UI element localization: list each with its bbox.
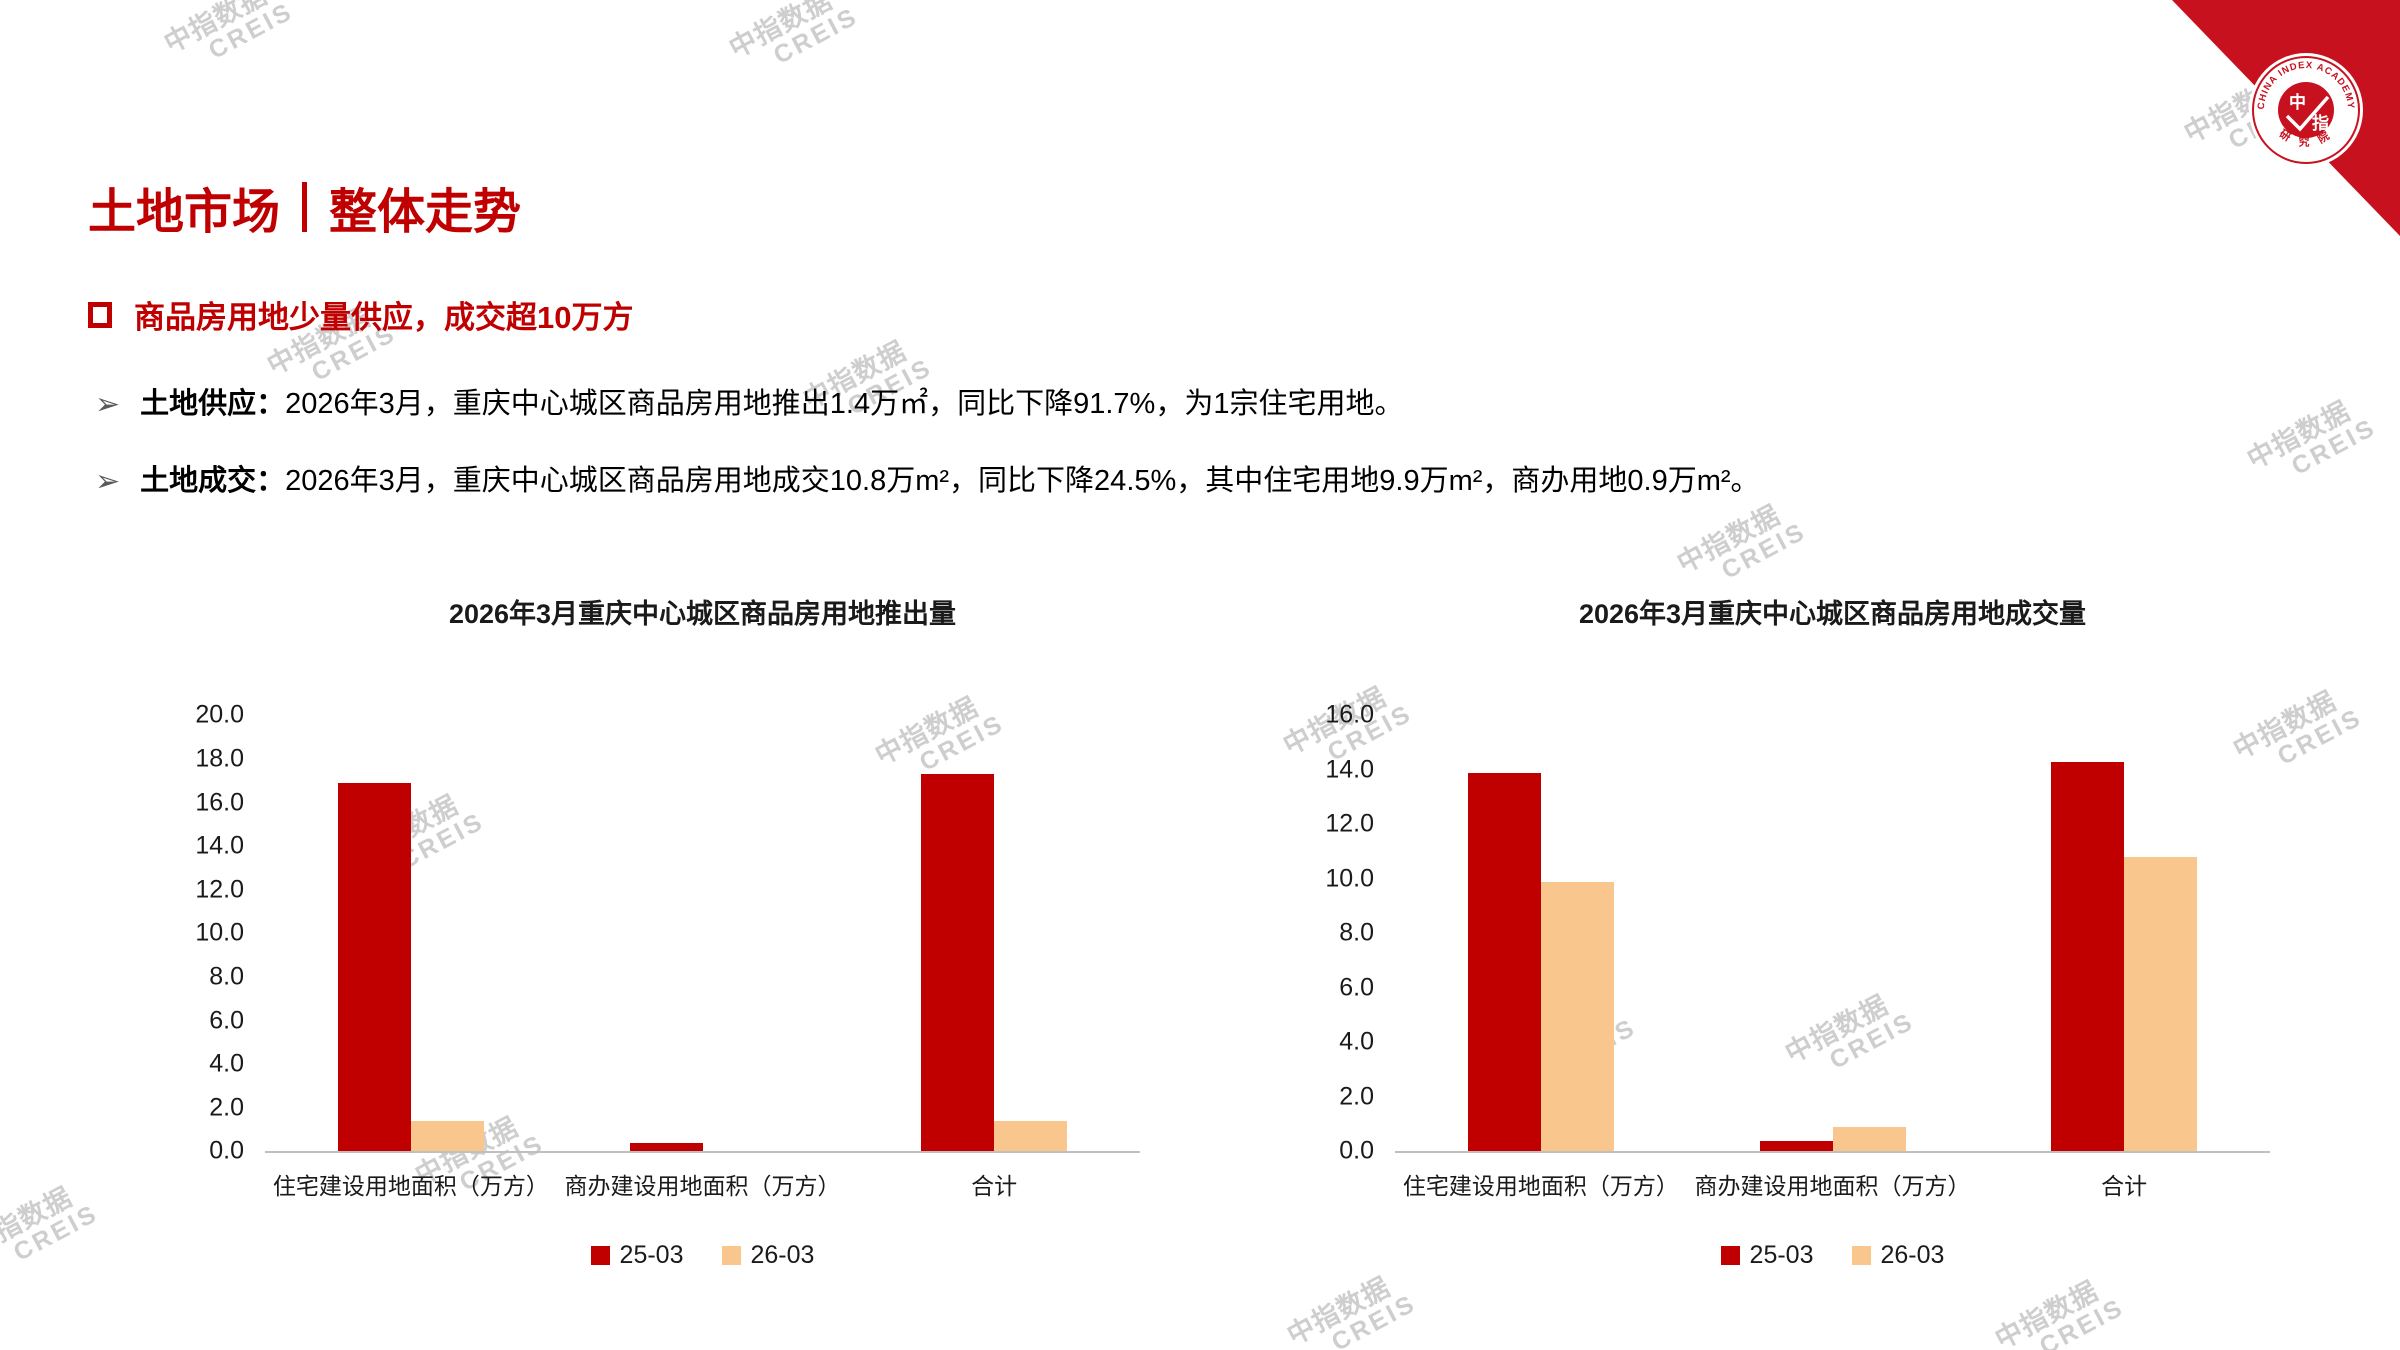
bar-26-03 xyxy=(1540,881,1614,1152)
chart-land-supply: 2026年3月重庆中心城区商品房用地推出量 0.0 2.0 4.0 6.0 8.0 10.… xyxy=(170,598,1140,1270)
legend-swatch xyxy=(1720,1246,1740,1266)
legend-label: 26-03 xyxy=(750,1241,815,1270)
bars xyxy=(1395,715,2270,1152)
legend-item: 25-03 xyxy=(590,1241,684,1270)
y-tick-label: 14.0 xyxy=(1325,755,1374,784)
y-tick-label: 16.0 xyxy=(195,788,244,817)
logo-char-zhong: 中 xyxy=(2289,92,2306,112)
bullet-text: 土地供应：2026年3月，重庆中心城区商品房用地推出1.4万㎡，同比下降91.7… xyxy=(140,386,1403,422)
legend-swatch xyxy=(721,1246,741,1266)
x-axis: 住宅建设用地面积（万方） 商办建设用地面积（万方） 合计 xyxy=(1395,1167,2270,1201)
bar-26-03 xyxy=(1832,1126,1906,1152)
bullet-text: 土地成交：2026年3月，重庆中心城区商品房用地成交10.8万m²，同比下降24… xyxy=(140,463,1759,499)
plot-area: 0.0 2.0 4.0 6.0 8.0 10.0 12.0 14.0 16.0 18.0 20.0 xyxy=(195,701,1140,1165)
page-title-left: 土地市场 xyxy=(88,186,281,240)
bar-group xyxy=(1395,715,1687,1152)
y-tick-label: 2.0 xyxy=(1339,1082,1374,1111)
x-axis: 住宅建设用地面积（万方） 商办建设用地面积（万方） 合计 xyxy=(265,1167,1140,1201)
legend-swatch xyxy=(590,1246,610,1266)
legend-label: 26-03 xyxy=(1880,1241,1945,1270)
legend-swatch xyxy=(1851,1246,1871,1266)
logo-check-mark xyxy=(2285,95,2330,132)
legend: 25-03 26-03 xyxy=(1395,1241,2270,1270)
bar-group xyxy=(848,715,1140,1152)
y-tick-label: 6.0 xyxy=(1339,973,1374,1002)
y-tick-label: 4.0 xyxy=(1339,1027,1374,1056)
corner-logo: CHINA INDEX ACADEMY 研 究 院 中 指 xyxy=(2172,0,2400,236)
y-tick-label: 8.0 xyxy=(1339,918,1374,947)
x-tick-label: 合计 xyxy=(2101,1173,2148,1200)
y-tick-label: 2.0 xyxy=(209,1093,244,1122)
bullet-body: 2026年3月，重庆中心城区商品房用地推出1.4万㎡，同比下降91.7%，为1宗… xyxy=(285,388,1404,420)
bullet-land-transaction: ➢ 土地成交：2026年3月，重庆中心城区商品房用地成交10.8万m²，同比下降… xyxy=(95,463,2335,501)
bullet-body: 2026年3月，重庆中心城区商品房用地成交10.8万m²，同比下降24.5%，其… xyxy=(285,465,1760,497)
bar-26-03 xyxy=(410,1120,484,1152)
y-tick-label: 20.0 xyxy=(195,700,244,729)
bullet-land-supply: ➢ 土地供应：2026年3月，重庆中心城区商品房用地推出1.4万㎡，同比下降91… xyxy=(95,386,2335,424)
section-heading-text: 商品房用地少量供应，成交超10万方 xyxy=(134,300,634,335)
y-tick-label: 0.0 xyxy=(209,1136,244,1165)
bar-group xyxy=(1687,715,1979,1152)
bar-25-03 xyxy=(921,774,995,1152)
y-tick-label: 12.0 xyxy=(1325,809,1374,838)
bar-group xyxy=(557,715,849,1152)
page-title-right: 整体走势 xyxy=(329,186,522,240)
y-tick-label: 16.0 xyxy=(1325,700,1374,729)
bars xyxy=(265,715,1140,1152)
bar-25-03 xyxy=(1467,772,1541,1152)
y-tick-label: 18.0 xyxy=(195,744,244,773)
bar-group xyxy=(265,715,557,1152)
chart-title: 2026年3月重庆中心城区商品房用地成交量 xyxy=(1578,599,2087,629)
legend-label: 25-03 xyxy=(1749,1241,1814,1270)
y-axis: 0.0 2.0 4.0 6.0 8.0 10.0 12.0 14.0 16.0 xyxy=(1300,701,1382,1165)
y-tick-label: 8.0 xyxy=(209,962,244,991)
y-tick-label: 10.0 xyxy=(1325,864,1374,893)
x-tick-label: 商办建设用地面积（万方） xyxy=(564,1173,841,1200)
chart-title: 2026年3月重庆中心城区商品房用地推出量 xyxy=(448,599,957,629)
logo-char-zhi: 指 xyxy=(2312,113,2329,133)
bar-25-03 xyxy=(629,1142,703,1152)
section-heading: 商品房用地少量供应，成交超10万方 xyxy=(88,292,633,337)
page-title: 土地市场 整体走势 xyxy=(88,172,521,242)
y-tick-label: 14.0 xyxy=(195,831,244,860)
bar-26-03 xyxy=(994,1120,1068,1152)
plot-area: 0.0 2.0 4.0 6.0 8.0 10.0 12.0 14.0 16.0 xyxy=(1325,701,2270,1165)
y-axis: 0.0 2.0 4.0 6.0 8.0 10.0 12.0 14.0 16.0 18.0 20.0 xyxy=(170,701,252,1165)
x-tick-label: 商办建设用地面积（万方） xyxy=(1694,1173,1971,1200)
bullet-label: 土地供应： xyxy=(140,388,286,420)
bar-25-03 xyxy=(1759,1140,1833,1152)
y-tick-label: 10.0 xyxy=(195,918,244,947)
legend: 25-03 26-03 xyxy=(265,1241,1140,1270)
y-tick-label: 4.0 xyxy=(209,1049,244,1078)
legend-item: 26-03 xyxy=(1851,1241,1945,1270)
title-divider xyxy=(302,182,308,233)
bar-26-03 xyxy=(2124,857,2198,1152)
y-tick-label: 0.0 xyxy=(1339,1136,1374,1165)
bar-25-03 xyxy=(2051,761,2125,1152)
chart-land-transaction: 2026年3月重庆中心城区商品房用地成交量 0.0 2.0 4.0 6.0 8.0 10.… xyxy=(1300,598,2270,1270)
legend-item: 25-03 xyxy=(1720,1241,1814,1270)
china-index-academy-logo: CHINA INDEX ACADEMY 研 究 院 中 指 xyxy=(2249,53,2363,167)
square-bullet-icon xyxy=(88,301,112,328)
bar-25-03 xyxy=(337,782,411,1152)
legend-item: 26-03 xyxy=(721,1241,815,1270)
x-tick-label: 住宅建设用地面积（万方） xyxy=(1402,1173,1679,1200)
y-tick-label: 12.0 xyxy=(195,875,244,904)
legend-label: 25-03 xyxy=(619,1241,684,1270)
bullet-label: 土地成交： xyxy=(140,465,286,497)
arrow-bullet-icon: ➢ xyxy=(95,465,121,498)
y-tick-label: 6.0 xyxy=(209,1006,244,1035)
bar-group xyxy=(1978,715,2270,1152)
x-tick-label: 住宅建设用地面积（万方） xyxy=(272,1173,549,1200)
arrow-bullet-icon: ➢ xyxy=(95,388,121,421)
x-tick-label: 合计 xyxy=(971,1173,1018,1200)
